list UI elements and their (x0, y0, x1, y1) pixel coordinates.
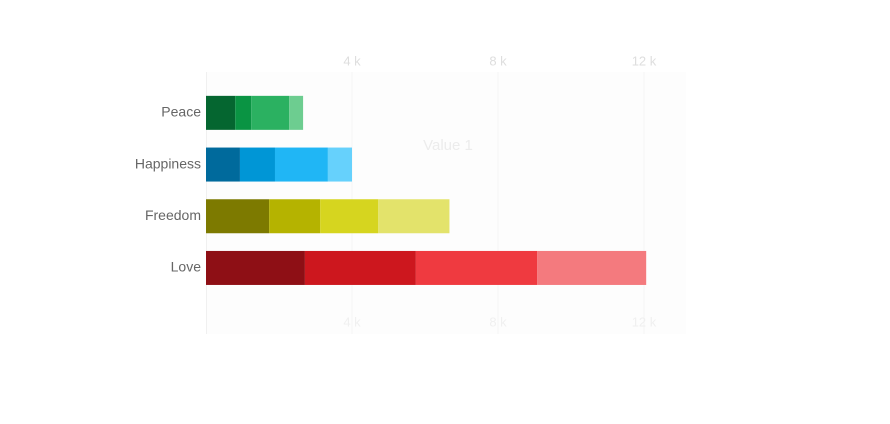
bar-segment (206, 147, 240, 182)
x-tick-label-bottom: 12 k (632, 314, 657, 329)
bar-segment (206, 199, 270, 234)
bar-segment (327, 147, 352, 182)
bar-segment (239, 147, 275, 182)
x-tick-label-bottom: 4 k (343, 314, 361, 329)
bar-segment (206, 95, 236, 130)
bar-segment (206, 250, 305, 285)
bar-segment (269, 199, 321, 234)
x-tick-label: 12 k (632, 53, 657, 68)
bar-segment (304, 250, 416, 285)
x-tick-label: 4 k (343, 53, 361, 68)
y-tick-label: Peace (161, 104, 201, 120)
bar-segment (378, 199, 450, 234)
bar-segment (537, 250, 647, 285)
bar-segment (289, 95, 304, 130)
bar-segment (251, 95, 290, 130)
x-tick-label-bottom: 8 k (489, 314, 507, 329)
bar-segment (415, 250, 538, 285)
bar-segment (274, 147, 328, 182)
y-tick-label: Happiness (135, 155, 201, 171)
y-tick-label: Freedom (145, 207, 201, 223)
value-title: Value 1 (423, 137, 473, 154)
bar-segment (235, 95, 252, 130)
y-tick-label: Love (171, 259, 202, 275)
x-tick-label: 8 k (489, 53, 507, 68)
bar-segment (320, 199, 379, 234)
